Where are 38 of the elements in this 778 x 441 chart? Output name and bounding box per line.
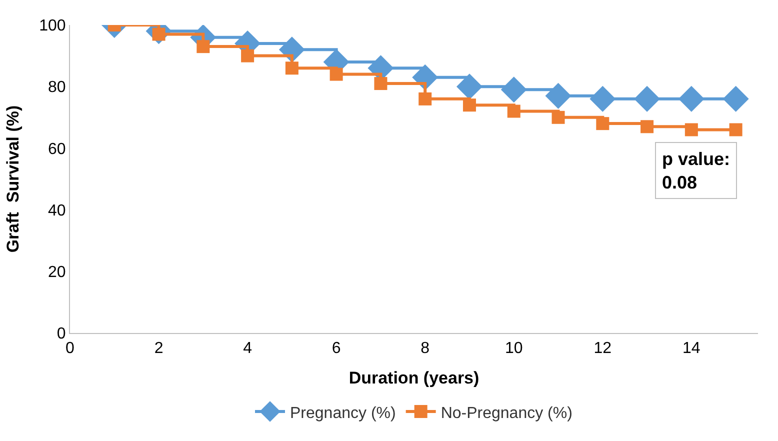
- point: [285, 62, 298, 75]
- point: [418, 92, 432, 106]
- y-tick-label: 80: [48, 79, 66, 96]
- x-tick-label: 8: [420, 340, 430, 358]
- point: [678, 86, 704, 112]
- legend-label: No-Pregnancy (%): [440, 404, 572, 422]
- point: [456, 74, 482, 100]
- y-tick-label: 0: [56, 326, 66, 343]
- y-axis-title: Graft Survival (%): [4, 105, 23, 253]
- point: [552, 110, 565, 124]
- annotation: p value: 0.08: [662, 149, 730, 192]
- point: [330, 68, 343, 81]
- x-axis-title: Duration (years): [348, 368, 480, 388]
- point: [684, 123, 698, 136]
- point: [462, 98, 476, 112]
- point: [596, 117, 610, 130]
- y-tick-label: 40: [48, 202, 66, 220]
- point: [500, 76, 527, 103]
- point: [196, 40, 210, 54]
- point: [722, 86, 749, 112]
- point: [634, 86, 660, 112]
- point: [640, 120, 654, 134]
- legend-label: Pregnancy (%): [290, 404, 396, 422]
- point: [374, 77, 388, 90]
- x-tick-label: 10: [504, 340, 523, 358]
- x-tick-label: 14: [682, 340, 700, 358]
- x-tick-label: 6: [332, 340, 341, 358]
- y-tick-label: 20: [48, 264, 66, 281]
- point: [241, 49, 254, 62]
- point: [545, 82, 572, 109]
- point: [507, 104, 520, 118]
- x-tick-label: 12: [594, 340, 612, 358]
- x-tick-label: 4: [243, 340, 252, 358]
- point: [590, 86, 616, 112]
- x-tick-label: 2: [154, 340, 164, 358]
- point: [729, 123, 742, 136]
- y-tick-label: 100: [39, 18, 66, 35]
- y-tick-label: 60: [48, 140, 66, 158]
